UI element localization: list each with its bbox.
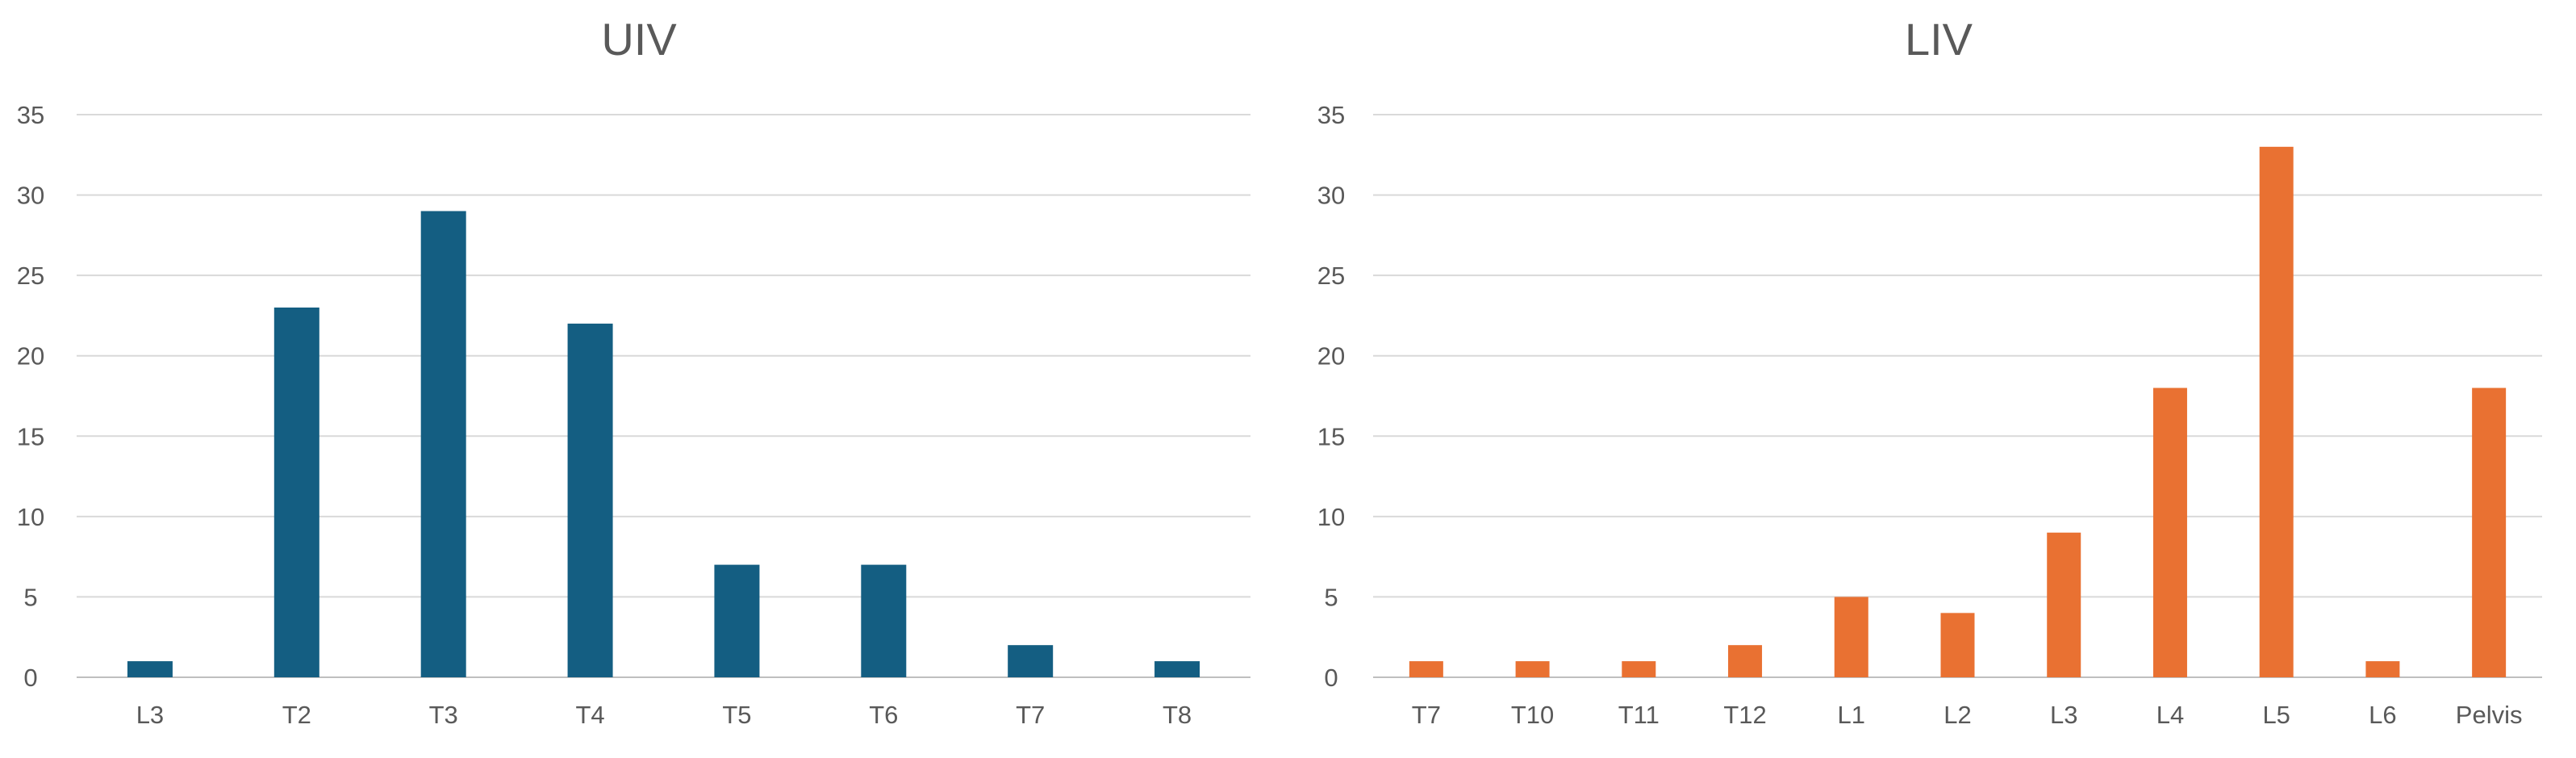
x-tick-label: T7	[1412, 701, 1441, 729]
y-tick-label: 30	[17, 182, 44, 210]
bar-t5	[714, 564, 760, 677]
x-tick-label: T4	[575, 701, 604, 729]
chart-title: LIV	[1905, 14, 1973, 65]
y-tick-label: 15	[1317, 422, 1345, 450]
x-tick-label: L1	[1838, 701, 1865, 729]
x-tick-label: T12	[1723, 701, 1766, 729]
uiv-chart: UIV 0 5 10 15 20 25 30 35 L3 T2 T3 T4 T5 T6 T7 T8	[0, 0, 1283, 758]
uiv-chart-svg: UIV 0 5 10 15 20 25 30 35 L3 T2 T3 T4 T5 T6 T7 T8	[17, 14, 1250, 729]
y-tick-label: 35	[1317, 101, 1345, 129]
bar-t11	[1622, 661, 1656, 677]
bar-t2	[273, 307, 319, 677]
x-tick-label: L3	[2050, 701, 2077, 729]
bar-t7	[1409, 661, 1443, 677]
x-tick-label: T2	[282, 701, 311, 729]
y-tick-label: 20	[1317, 342, 1345, 371]
bar-l2	[1940, 613, 1975, 677]
x-tick-label: T3	[429, 701, 458, 729]
x-tick-label: T10	[1511, 701, 1554, 729]
bar-t10	[1515, 661, 1550, 677]
bar-l5	[2259, 146, 2294, 678]
bar-l4	[2152, 387, 2187, 677]
bar-pelvis	[2472, 387, 2507, 677]
bar-t8	[1154, 661, 1200, 677]
x-tick-label: T5	[722, 701, 751, 729]
y-tick-label: 0	[23, 664, 37, 692]
bar-t12	[1728, 645, 1763, 677]
bar-t6	[861, 564, 907, 677]
bar-l6	[2365, 661, 2400, 677]
x-tick-label: L2	[1943, 701, 1971, 729]
chart-title: UIV	[601, 14, 677, 65]
y-tick-label: 0	[1324, 664, 1338, 692]
bar-t3	[420, 211, 466, 677]
y-tick-label: 20	[17, 342, 44, 371]
y-tick-label: 5	[23, 583, 37, 611]
y-tick-label: 25	[17, 262, 44, 290]
liv-chart: LIV 0 5 10 15 20 25 30 35 T7 T10 T11 T12 L1 L2 L3 L4 L5 L…	[1283, 0, 2576, 758]
x-tick-label: L4	[2156, 701, 2184, 729]
bar-l3	[127, 661, 173, 677]
x-tick-label: L6	[2369, 701, 2396, 729]
y-tick-label: 35	[17, 101, 44, 129]
bar-t7	[1008, 645, 1054, 677]
liv-chart-svg: LIV 0 5 10 15 20 25 30 35 T7 T10 T11 T12 L1 L2 L3 L4 L5 L…	[1317, 14, 2542, 729]
y-tick-label: 15	[17, 422, 44, 450]
x-tick-label: L5	[2262, 701, 2290, 729]
x-tick-label: T11	[1618, 701, 1660, 729]
y-tick-label: 10	[17, 503, 44, 531]
y-tick-label: 5	[1324, 583, 1338, 611]
x-tick-label: T8	[1163, 701, 1192, 729]
x-tick-label: T7	[1016, 701, 1045, 729]
bar-l1	[1834, 597, 1868, 677]
x-tick-label: L3	[136, 701, 164, 729]
y-tick-label: 10	[1317, 503, 1345, 531]
y-tick-label: 30	[1317, 182, 1345, 210]
bar-l3	[2047, 532, 2081, 677]
x-tick-label: Pelvis	[2456, 701, 2523, 729]
x-tick-label: T6	[869, 701, 898, 729]
bar-t4	[567, 323, 613, 677]
y-tick-label: 25	[1317, 262, 1345, 290]
